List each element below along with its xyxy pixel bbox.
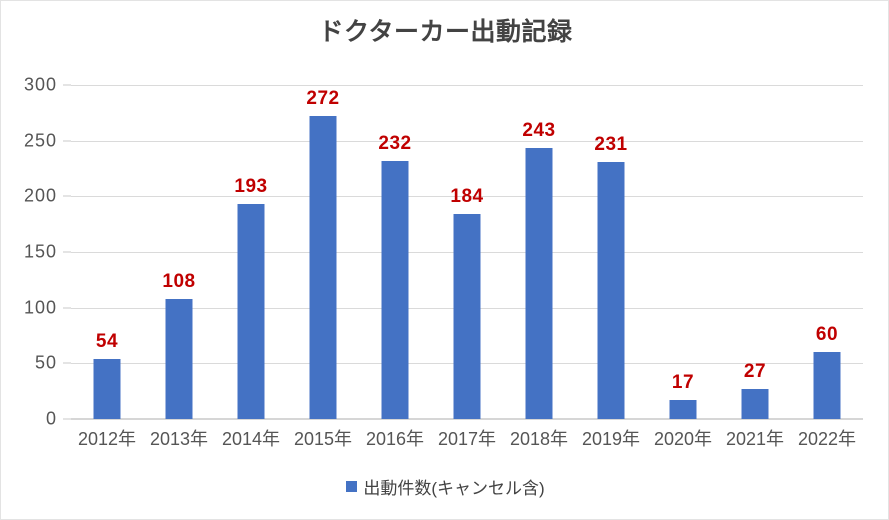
bar-value-label: 184 bbox=[450, 186, 484, 208]
bar[interactable] bbox=[669, 400, 697, 419]
x-axis-tick-label: 2018年 bbox=[509, 429, 569, 449]
bar-value-label: 193 bbox=[234, 176, 268, 198]
x-axis: 2012年 2013年 2014年 2015年 2016年 2017年 2018年 2019年… bbox=[71, 425, 863, 455]
bar[interactable] bbox=[813, 352, 841, 419]
y-axis-tick-mark bbox=[63, 195, 71, 197]
x-axis-tick-label: 2016年 bbox=[365, 429, 425, 449]
bar[interactable] bbox=[453, 214, 481, 419]
x-axis-tick-label: 2013年 bbox=[149, 429, 209, 449]
bar-group: 184 bbox=[431, 85, 503, 419]
bar-group: 108 bbox=[143, 85, 215, 419]
chart-legend[interactable]: 出動件数(キャンセル含) bbox=[1, 474, 888, 499]
chart-title: ドクターカー出動記録 bbox=[318, 18, 573, 46]
legend-item-label: 出動件数(キャンセル含) bbox=[363, 479, 545, 498]
y-axis-tick-label: 100 bbox=[23, 297, 57, 318]
y-axis-tick-label: 200 bbox=[23, 185, 57, 206]
bar-group: 60 bbox=[791, 85, 863, 419]
bar-value-label: 108 bbox=[162, 270, 196, 292]
bar-value-label: 60 bbox=[815, 324, 839, 346]
x-axis-tick-label: 2021年 bbox=[725, 429, 785, 449]
y-axis-tick-mark bbox=[63, 307, 71, 309]
bar-group: 54 bbox=[71, 85, 143, 419]
y-axis-tick-mark bbox=[63, 418, 71, 420]
gridline bbox=[71, 140, 863, 142]
bar[interactable] bbox=[597, 161, 625, 419]
x-axis-tick-label: 2012年 bbox=[77, 429, 137, 449]
bar-value-label: 231 bbox=[594, 133, 628, 155]
gridline bbox=[71, 196, 863, 198]
bar-value-label: 243 bbox=[522, 120, 556, 142]
bar-group: 232 bbox=[359, 85, 431, 419]
bar-value-label: 27 bbox=[743, 360, 767, 382]
legend-swatch-icon bbox=[346, 481, 358, 492]
bar[interactable] bbox=[309, 116, 337, 419]
y-axis-tick-mark bbox=[63, 362, 71, 364]
bar-group: 17 bbox=[647, 85, 719, 419]
bar-value-label: 54 bbox=[95, 330, 119, 352]
bar-value-label: 272 bbox=[306, 88, 340, 110]
plot-area: 54 108 193 272 232 184 243 231 17 27 60 bbox=[71, 85, 863, 420]
bar[interactable] bbox=[237, 204, 265, 419]
bar[interactable] bbox=[165, 298, 193, 419]
bar-group: 243 bbox=[503, 85, 575, 419]
y-axis-tick-mark bbox=[63, 84, 71, 86]
gridline bbox=[71, 85, 863, 86]
y-axis-tick-label: 300 bbox=[23, 74, 57, 95]
y-axis-tick-label: 250 bbox=[23, 130, 57, 151]
y-axis-tick-label: 0 bbox=[45, 408, 57, 429]
x-axis-tick-label: 2015年 bbox=[293, 429, 353, 449]
bar[interactable] bbox=[525, 148, 553, 419]
bar-value-label: 232 bbox=[378, 132, 412, 154]
y-axis-tick-label: 150 bbox=[23, 241, 57, 262]
x-axis-tick-label: 2014年 bbox=[221, 429, 281, 449]
bar-group: 272 bbox=[287, 85, 359, 419]
y-axis-tick-mark bbox=[63, 140, 71, 142]
bar[interactable] bbox=[741, 388, 769, 419]
x-axis-tick-label: 2022年 bbox=[797, 429, 857, 449]
bar[interactable] bbox=[381, 160, 409, 419]
y-axis: 0 50 100 150 200 250 300 bbox=[1, 75, 71, 429]
bar-group: 27 bbox=[719, 85, 791, 419]
bar[interactable] bbox=[93, 358, 121, 419]
y-axis-tick-mark bbox=[63, 251, 71, 253]
bar-value-label: 17 bbox=[671, 372, 695, 394]
x-axis-tick-label: 2019年 bbox=[581, 429, 641, 449]
bar-group: 231 bbox=[575, 85, 647, 419]
y-axis-tick-label: 50 bbox=[34, 352, 57, 373]
axis-baseline bbox=[71, 418, 863, 420]
bar-group: 193 bbox=[215, 85, 287, 419]
x-axis-tick-label: 2017年 bbox=[437, 429, 497, 449]
x-axis-tick-label: 2020年 bbox=[653, 429, 713, 449]
